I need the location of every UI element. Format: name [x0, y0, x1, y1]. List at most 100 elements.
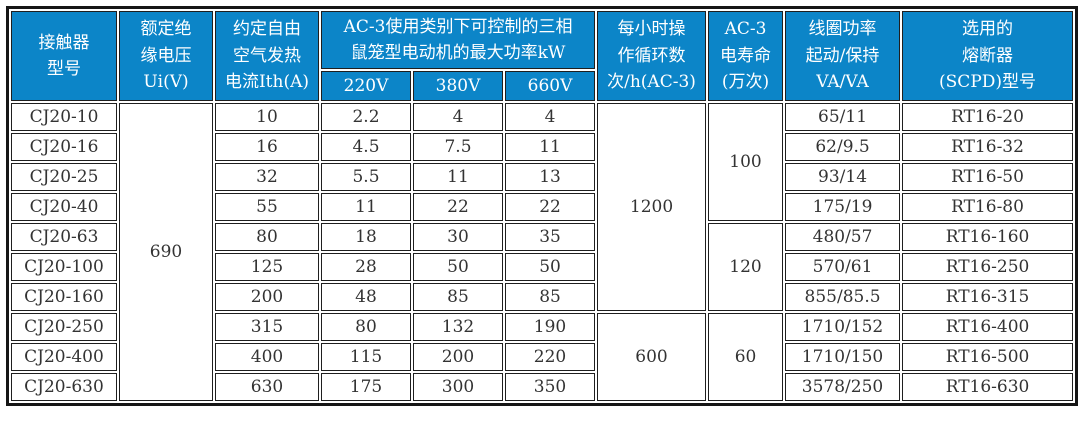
- cell-p380: 85: [413, 283, 503, 311]
- cell-p660: 50: [505, 253, 596, 281]
- header-220v: 220V: [321, 71, 411, 101]
- cell-ith: 315: [215, 313, 319, 341]
- cell-p220: 11: [321, 193, 411, 221]
- cell-p660: 220: [505, 343, 596, 371]
- cell-p220: 115: [321, 343, 411, 371]
- cell-model: CJ20-40: [11, 193, 117, 221]
- cell-coil: 1710/150: [785, 343, 901, 371]
- cell-ith: 400: [215, 343, 319, 371]
- spec-sheet: 接触器 型号 额定绝 缘电压 Ui(V) 约定自由 空气发热 电流Ith(A) …: [6, 6, 1079, 406]
- table-row: CJ20-16 16 4.5 7.5 11 62/9.5 RT16-32: [11, 133, 1074, 161]
- cell-p380: 300: [413, 373, 503, 401]
- cell-p380: 200: [413, 343, 503, 371]
- cell-p380: 7.5: [413, 133, 503, 161]
- cell-ith: 55: [215, 193, 319, 221]
- table-row: CJ20-25 32 5.5 11 13 93/14 RT16-50: [11, 163, 1074, 191]
- cell-life: 100: [708, 103, 784, 221]
- cell-model: CJ20-250: [11, 313, 117, 341]
- cell-fuse: RT16-20: [902, 103, 1074, 131]
- header-380v: 380V: [413, 71, 503, 101]
- cell-fuse: RT16-630: [902, 373, 1074, 401]
- cell-life: 120: [708, 223, 784, 311]
- cell-ui-voltage: 690: [119, 103, 213, 401]
- cell-p660: 85: [505, 283, 596, 311]
- cell-fuse: RT16-400: [902, 313, 1074, 341]
- table-body: CJ20-10 690 10 2.2 4 4 1200 100 65/11 RT…: [11, 103, 1074, 401]
- cell-p220: 175: [321, 373, 411, 401]
- table-row: CJ20-63 80 18 30 35 120 480/57 RT16-160: [11, 223, 1074, 311]
- cell-coil: 3578/250: [785, 373, 901, 401]
- cell-p220: 18: [321, 223, 411, 251]
- cell-coil: 93/14: [785, 163, 901, 191]
- cell-coil: 62/9.5: [785, 133, 901, 161]
- cell-model: CJ20-63: [11, 223, 117, 251]
- contactor-spec-table: 接触器 型号 额定绝 缘电压 Ui(V) 约定自由 空气发热 电流Ith(A) …: [6, 6, 1079, 406]
- cell-ith: 200: [215, 283, 319, 311]
- cell-p380: 4: [413, 103, 503, 131]
- header-row-group: 接触器 型号 额定绝 缘电压 Ui(V) 约定自由 空气发热 电流Ith(A) …: [11, 11, 1074, 101]
- header-insulation-voltage: 额定绝 缘电压 Ui(V): [119, 11, 213, 101]
- table-row: CJ20-630 630 175 300 350 3578/250 RT16-6…: [11, 373, 1074, 401]
- header-660v: 660V: [505, 71, 596, 101]
- cell-p220: 5.5: [321, 163, 411, 191]
- table-header: 接触器 型号 额定绝 缘电压 Ui(V) 约定自由 空气发热 电流Ith(A) …: [11, 11, 1074, 101]
- cell-coil: 570/61: [785, 253, 901, 281]
- header-thermal-current: 约定自由 空气发热 电流Ith(A): [215, 11, 319, 101]
- cell-p220: 4.5: [321, 133, 411, 161]
- header-cycles: 每小时操 作循环数 次/h(AC-3): [597, 11, 707, 101]
- cell-ith: 32: [215, 163, 319, 191]
- table-row: CJ20-400 400 115 200 220 1710/150 RT16-5…: [11, 343, 1074, 371]
- table-row: CJ20-160 200 48 85 85 855/85.5 RT16-315: [11, 283, 1074, 311]
- cell-ith: 16: [215, 133, 319, 161]
- cell-p660: 13: [505, 163, 596, 191]
- cell-p660: 35: [505, 223, 596, 251]
- cell-fuse: RT16-80: [902, 193, 1074, 221]
- table-row: CJ20-100 125 28 50 50 570/61 RT16-250: [11, 253, 1074, 281]
- header-coil-power: 线圈功率 起动/保持 VA/VA: [785, 11, 901, 101]
- cell-model: CJ20-16: [11, 133, 117, 161]
- cell-p380: 132: [413, 313, 503, 341]
- cell-model: CJ20-400: [11, 343, 117, 371]
- cell-coil: 855/85.5: [785, 283, 901, 311]
- cell-ith: 630: [215, 373, 319, 401]
- table-row: CJ20-10 690 10 2.2 4 4 1200 100 65/11 RT…: [11, 103, 1074, 401]
- header-fuse: 选用的 熔断器 (SCPD)型号: [902, 11, 1074, 101]
- cell-p660: 190: [505, 313, 596, 341]
- cell-p380: 30: [413, 223, 503, 251]
- cell-life: 60: [708, 313, 784, 401]
- cell-model: CJ20-10: [11, 103, 117, 131]
- cell-fuse: RT16-50: [902, 163, 1074, 191]
- cell-coil: 175/19: [785, 193, 901, 221]
- cell-model: CJ20-630: [11, 373, 117, 401]
- cell-p380: 22: [413, 193, 503, 221]
- cell-ith: 80: [215, 223, 319, 251]
- cell-fuse: RT16-500: [902, 343, 1074, 371]
- cell-p220: 80: [321, 313, 411, 341]
- cell-p660: 11: [505, 133, 596, 161]
- cell-ith: 125: [215, 253, 319, 281]
- cell-model: CJ20-160: [11, 283, 117, 311]
- table-row: CJ20-40 55 11 22 22 175/19 RT16-80: [11, 193, 1074, 221]
- cell-p660: 4: [505, 103, 596, 131]
- cell-p220: 28: [321, 253, 411, 281]
- cell-coil: 1710/152: [785, 313, 901, 341]
- cell-p220: 2.2: [321, 103, 411, 131]
- header-electrical-life: AC-3 电寿命 (万次): [708, 11, 784, 101]
- cell-ith: 10: [215, 103, 319, 131]
- header-model: 接触器 型号: [11, 11, 117, 101]
- cell-fuse: RT16-32: [902, 133, 1074, 161]
- cell-coil: 65/11: [785, 103, 901, 131]
- cell-fuse: RT16-315: [902, 283, 1074, 311]
- cell-fuse: RT16-160: [902, 223, 1074, 251]
- cell-cycles: 1200: [597, 103, 707, 311]
- cell-p380: 50: [413, 253, 503, 281]
- cell-model: CJ20-100: [11, 253, 117, 281]
- cell-fuse: RT16-250: [902, 253, 1074, 281]
- cell-p380: 11: [413, 163, 503, 191]
- table-row: CJ20-250 315 80 132 190 600 60 1710/152 …: [11, 313, 1074, 401]
- cell-model: CJ20-25: [11, 163, 117, 191]
- cell-p660: 350: [505, 373, 596, 401]
- cell-coil: 480/57: [785, 223, 901, 251]
- cell-cycles: 600: [597, 313, 707, 401]
- cell-p220: 48: [321, 283, 411, 311]
